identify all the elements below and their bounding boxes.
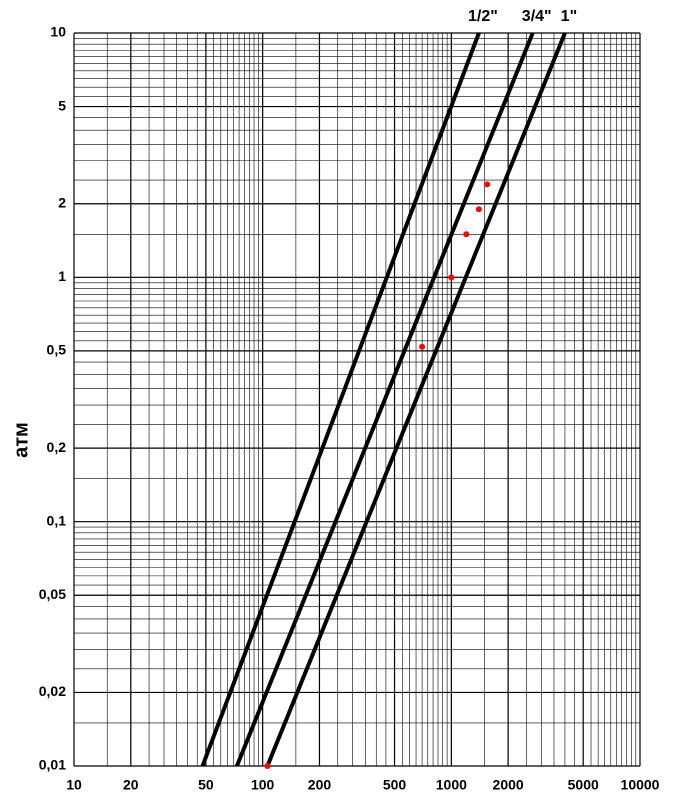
series-label: 3/4" [522, 8, 552, 25]
y-tick-label: 0,5 [47, 342, 67, 358]
y-tick-label: 0,02 [39, 683, 66, 699]
x-tick-label: 50 [198, 777, 214, 793]
y-tick-label: 1 [58, 268, 66, 284]
y-tick-label: 0,1 [47, 512, 67, 528]
x-tick-label: 2000 [493, 777, 524, 793]
x-tick-label: 5000 [568, 777, 599, 793]
series-line [265, 32, 567, 767]
x-tick-label: 200 [308, 777, 332, 793]
x-tick-label: 100 [251, 777, 275, 793]
y-axis-label: атм [10, 422, 32, 458]
y-tick-label: 0,2 [47, 439, 67, 455]
x-tick-label: 10000 [621, 777, 660, 793]
point [419, 343, 426, 350]
y-tick-label: 5 [58, 97, 66, 113]
series-label: 1" [561, 8, 577, 25]
y-tick-label: 2 [58, 194, 66, 210]
y-tick-label: 0,01 [39, 757, 66, 773]
point [448, 274, 455, 281]
x-tick-label: 500 [383, 777, 407, 793]
series-label: 1/2" [468, 8, 498, 25]
y-tick-label: 10 [50, 24, 66, 40]
point [484, 181, 491, 188]
series-line [200, 32, 481, 767]
point [463, 231, 470, 238]
y-tick-label: 0,05 [39, 586, 66, 602]
point [264, 763, 271, 769]
series-line [235, 32, 535, 767]
point [475, 206, 482, 213]
x-tick-label: 20 [123, 777, 139, 793]
x-tick-label: 10 [66, 777, 82, 793]
x-tick-label: 1000 [436, 777, 467, 793]
